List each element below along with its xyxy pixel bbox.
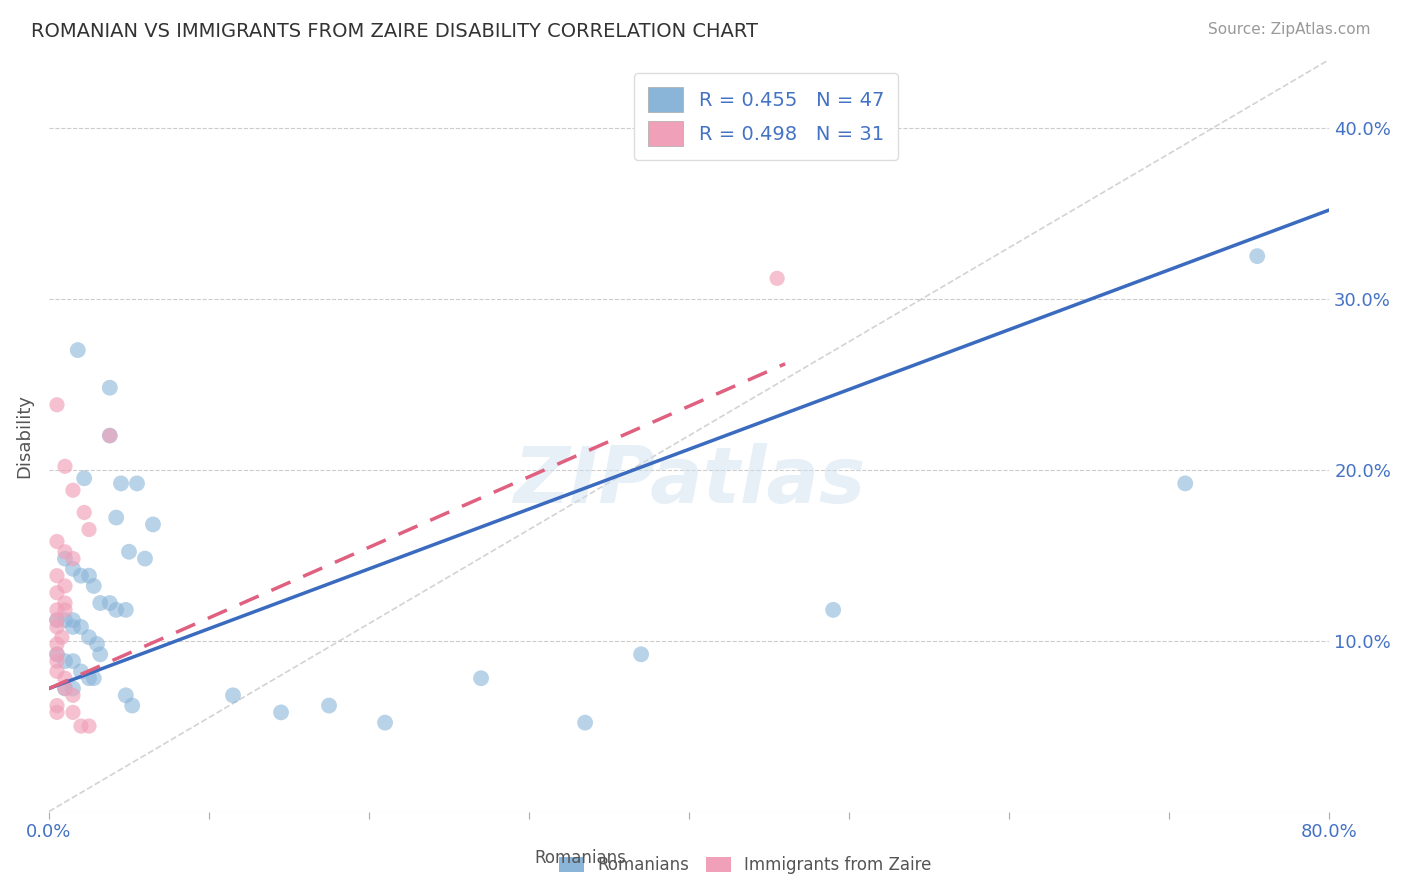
Point <box>83 671 105 685</box>
Point <box>98 381 121 395</box>
Point <box>574 715 596 730</box>
Point <box>77 671 100 685</box>
Point <box>53 613 76 627</box>
Point <box>62 551 84 566</box>
Point <box>62 562 84 576</box>
Point <box>46 648 69 662</box>
Point <box>62 654 84 668</box>
Text: ZIPatlas: ZIPatlas <box>513 442 865 518</box>
Point <box>46 586 69 600</box>
Point <box>110 476 132 491</box>
Point <box>46 637 69 651</box>
Point <box>46 698 69 713</box>
Y-axis label: Disability: Disability <box>15 393 32 477</box>
Point <box>121 698 143 713</box>
Point <box>53 551 76 566</box>
Point <box>46 603 69 617</box>
Point <box>114 688 136 702</box>
Point <box>62 620 84 634</box>
Point <box>46 568 69 582</box>
Text: Romanians: Romanians <box>534 849 626 867</box>
Point <box>222 688 245 702</box>
Point <box>53 681 76 696</box>
Point <box>105 603 128 617</box>
Point <box>46 665 69 679</box>
Point <box>125 476 148 491</box>
Point <box>53 459 76 474</box>
Point <box>77 719 100 733</box>
Text: Source: ZipAtlas.com: Source: ZipAtlas.com <box>1208 22 1371 37</box>
Point <box>766 271 789 285</box>
Point <box>1174 476 1197 491</box>
Point <box>142 517 165 532</box>
Point <box>46 706 69 720</box>
Point <box>70 719 93 733</box>
Point <box>89 648 111 662</box>
Point <box>98 428 121 442</box>
Point <box>70 620 93 634</box>
Legend: Romanians, Immigrants from Zaire: Romanians, Immigrants from Zaire <box>553 849 938 881</box>
Text: ROMANIAN VS IMMIGRANTS FROM ZAIRE DISABILITY CORRELATION CHART: ROMANIAN VS IMMIGRANTS FROM ZAIRE DISABI… <box>31 22 758 41</box>
Point <box>62 706 84 720</box>
Point <box>62 681 84 696</box>
Point <box>46 654 69 668</box>
Point <box>134 551 156 566</box>
Point <box>66 343 89 358</box>
Point <box>62 688 84 702</box>
Point <box>118 545 141 559</box>
Point <box>98 596 121 610</box>
Point <box>105 510 128 524</box>
Point <box>98 428 121 442</box>
Point <box>62 483 84 498</box>
Point <box>46 648 69 662</box>
Point <box>374 715 396 730</box>
Point <box>70 665 93 679</box>
Point <box>77 630 100 644</box>
Point <box>53 596 76 610</box>
Point <box>46 534 69 549</box>
Point <box>270 706 292 720</box>
Point <box>630 648 652 662</box>
Point <box>73 471 96 485</box>
Point <box>46 620 69 634</box>
Point <box>53 579 76 593</box>
Point <box>70 568 93 582</box>
Point <box>77 568 100 582</box>
Point <box>53 681 76 696</box>
Point <box>46 398 69 412</box>
Point <box>114 603 136 617</box>
Point <box>86 637 108 651</box>
Point <box>1246 249 1268 263</box>
Legend: R = 0.455   N = 47, R = 0.498   N = 31: R = 0.455 N = 47, R = 0.498 N = 31 <box>634 73 897 160</box>
Point <box>53 654 76 668</box>
Point <box>823 603 845 617</box>
Point <box>53 671 76 685</box>
Point <box>46 613 69 627</box>
Point <box>83 579 105 593</box>
Point <box>73 506 96 520</box>
Point <box>46 613 69 627</box>
Point <box>77 523 100 537</box>
Point <box>62 613 84 627</box>
Point <box>51 630 73 644</box>
Point <box>53 545 76 559</box>
Point <box>53 603 76 617</box>
Point <box>470 671 492 685</box>
Point <box>318 698 340 713</box>
Point <box>89 596 111 610</box>
